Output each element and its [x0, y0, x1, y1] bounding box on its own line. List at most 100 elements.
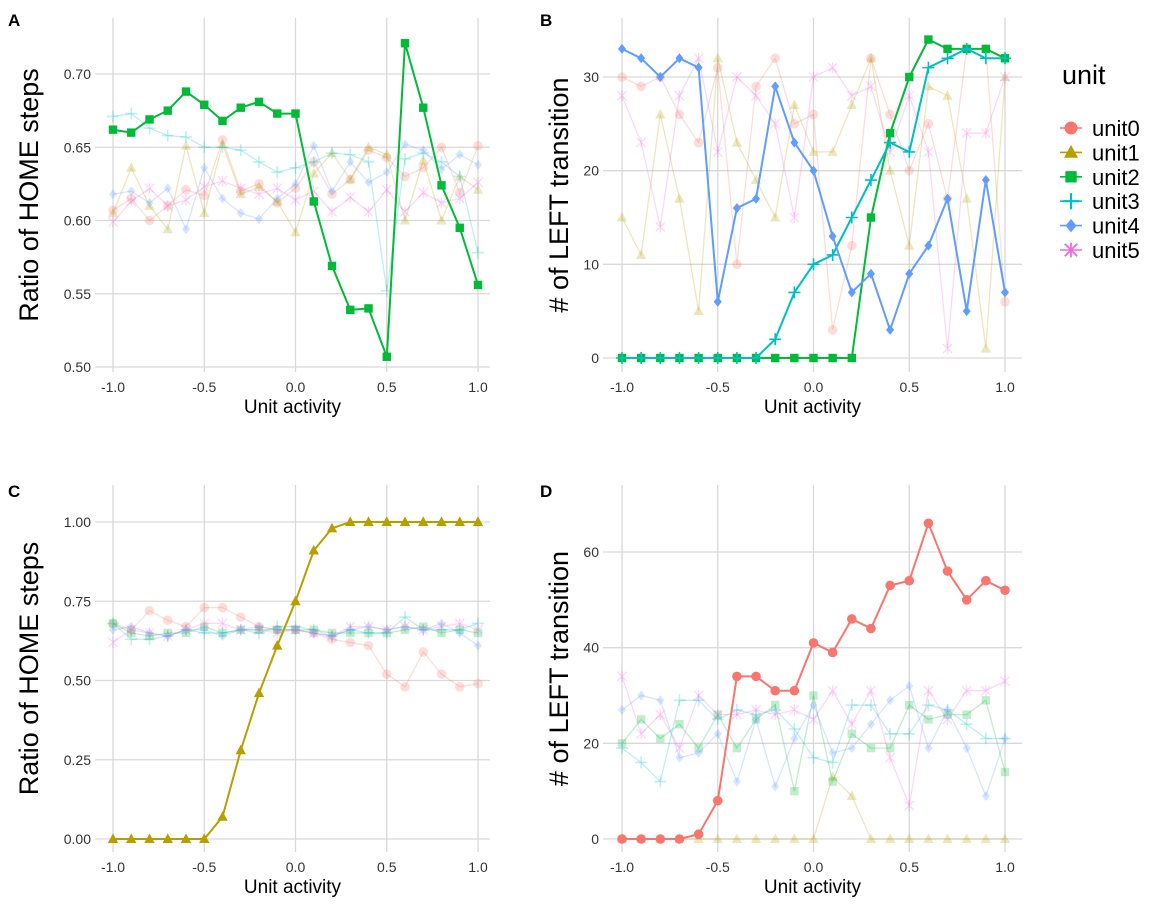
data-point-unit2 [713, 710, 722, 719]
data-point-unit2 [905, 700, 914, 710]
data-point-unit0 [290, 183, 301, 194]
y-tick-label: 60 [583, 544, 599, 560]
data-point-unit0 [418, 647, 429, 657]
data-point-unit0 [308, 628, 319, 638]
data-point-unit2 [346, 305, 355, 315]
data-point-unit4 [790, 733, 799, 744]
data-point-unit1 [345, 173, 356, 184]
data-point-unit4 [218, 193, 227, 204]
data-point-unit5 [999, 675, 1011, 687]
data-point-unit5 [363, 621, 374, 633]
data-point-unit3 [711, 713, 724, 726]
data-point-unit0 [217, 135, 228, 145]
y-tick-label: 30 [583, 69, 599, 85]
data-point-unit4 [962, 306, 971, 317]
data-point-unit1 [884, 833, 896, 843]
x-tick-label: 0.5 [377, 379, 397, 395]
data-point-unit3 [654, 775, 667, 788]
legend-marker [1065, 218, 1077, 233]
data-point-unit3 [253, 155, 265, 168]
data-point-unit0 [272, 624, 283, 635]
data-point-unit4 [309, 627, 318, 638]
data-point-unit4 [291, 624, 300, 635]
y-tick-label: 0.55 [64, 286, 91, 302]
data-point-unit1 [272, 640, 283, 650]
data-point-unit4 [886, 695, 895, 706]
series-unit3 [616, 42, 1011, 364]
data-point-unit4 [346, 156, 355, 167]
data-point-unit2 [419, 622, 428, 631]
data-point-unit5 [712, 709, 723, 721]
data-point-unit5 [655, 709, 666, 721]
data-point-unit1 [616, 211, 628, 222]
series-unit1 [616, 771, 1011, 843]
data-point-unit0 [655, 834, 666, 844]
data-point-unit1 [235, 744, 246, 755]
data-point-unit5 [616, 670, 628, 682]
data-point-unit2 [382, 352, 391, 361]
data-point-unit1 [290, 595, 301, 606]
panel-label: D [540, 482, 552, 501]
data-point-unit3 [730, 352, 743, 364]
data-point-unit0 [866, 53, 876, 64]
data-point-unit1 [180, 140, 192, 150]
data-point-unit2 [419, 103, 428, 112]
y-tick-label: 0.60 [64, 213, 91, 229]
data-point-unit0 [617, 834, 627, 844]
data-point-unit4 [637, 53, 646, 64]
data-point-unit3 [616, 742, 628, 755]
series-line-unit4 [112, 622, 479, 647]
data-point-unit5 [846, 718, 857, 730]
data-point-unit4 [255, 214, 263, 225]
legend-item-unit3: unit3 [1060, 189, 1140, 214]
data-point-unit5 [454, 193, 465, 205]
series-unit3 [616, 694, 1011, 788]
data-point-unit5 [345, 621, 356, 633]
data-point-unit0 [381, 669, 392, 679]
data-point-unit4 [382, 167, 391, 178]
data-point-unit0 [181, 621, 191, 632]
data-point-unit4 [656, 695, 665, 706]
data-point-unit1 [454, 516, 465, 526]
series-unit3 [107, 611, 484, 646]
data-point-unit1 [162, 833, 173, 843]
data-point-unit3 [884, 136, 897, 149]
data-point-unit0 [904, 165, 915, 176]
data-point-unit3 [941, 52, 954, 65]
data-point-unit4 [752, 193, 761, 204]
data-point-unit2 [364, 304, 373, 313]
data-point-unit2 [437, 628, 446, 638]
data-point-unit5 [126, 195, 137, 207]
data-point-unit4 [924, 240, 933, 251]
data-point-unit0 [636, 834, 646, 844]
data-point-unit2 [236, 103, 245, 112]
data-point-unit3 [362, 626, 375, 639]
data-point-unit1 [381, 148, 392, 159]
data-point-unit2 [924, 35, 933, 44]
legend-item-unit2: unit2 [1060, 165, 1140, 190]
data-point-unit5 [750, 704, 762, 716]
series-line-unit5 [112, 180, 479, 223]
data-point-unit1 [345, 516, 356, 526]
data-point-unit3 [788, 286, 801, 299]
data-point-unit0 [400, 171, 410, 182]
data-point-unit3 [750, 708, 763, 721]
series-unit0 [617, 44, 1010, 335]
data-point-unit4 [675, 752, 684, 763]
data-point-unit1 [472, 516, 484, 526]
data-point-unit3 [472, 246, 484, 259]
data-point-unit1 [980, 343, 992, 353]
data-point-unit4 [145, 197, 154, 208]
data-point-unit3 [344, 623, 357, 636]
legend-label: unit1 [1092, 140, 1140, 165]
data-point-unit5 [235, 182, 246, 194]
data-point-unit5 [655, 221, 666, 233]
data-point-unit5 [326, 206, 338, 218]
data-point-unit1 [999, 71, 1011, 81]
data-point-unit4 [943, 193, 952, 204]
data-point-unit2 [145, 631, 154, 641]
series-line-unit2 [112, 622, 479, 637]
data-point-unit3 [198, 626, 211, 639]
data-point-unit2 [962, 710, 971, 719]
data-point-unit4 [382, 624, 391, 635]
